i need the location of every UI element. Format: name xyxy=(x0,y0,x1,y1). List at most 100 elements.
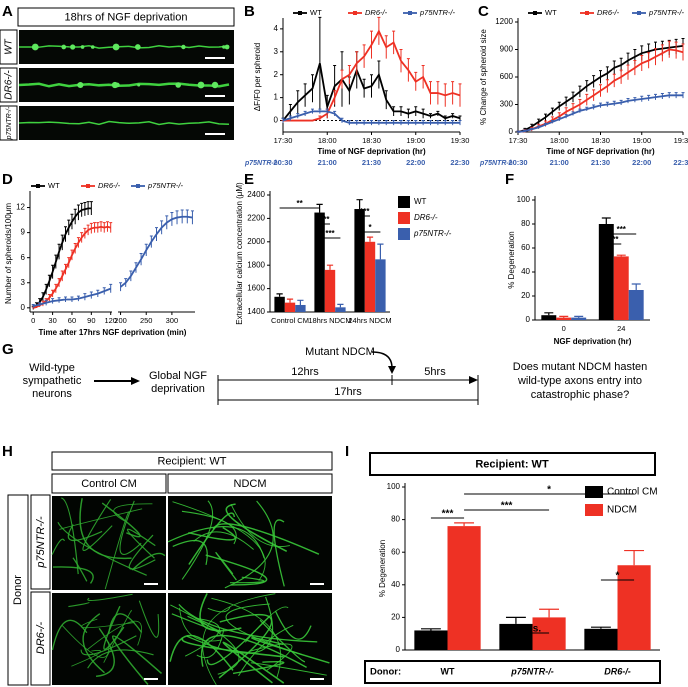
x-tick-label: 24hrs NDCM xyxy=(348,316,391,325)
error-bar xyxy=(165,215,169,230)
y-tick-label: 100 xyxy=(387,482,401,491)
axon xyxy=(224,500,274,589)
axon xyxy=(184,617,220,657)
error-bar xyxy=(443,83,447,107)
spheroid xyxy=(112,43,120,51)
error-bar xyxy=(571,91,575,103)
error-bar xyxy=(631,283,641,290)
error-bar xyxy=(654,93,657,100)
axon xyxy=(207,606,231,613)
error-bar xyxy=(599,70,602,84)
row-label-box xyxy=(0,29,18,65)
error-bar xyxy=(362,44,366,68)
y-axis-label: Number of spheroids/100μm xyxy=(4,203,13,304)
bar xyxy=(375,259,386,312)
error-bar xyxy=(451,113,455,119)
arrow-head xyxy=(131,377,140,385)
error-bar xyxy=(458,83,462,107)
error-bar xyxy=(76,237,80,248)
error-bar xyxy=(626,98,630,104)
error-bar xyxy=(406,108,410,119)
error-bar xyxy=(83,293,87,301)
spheroid xyxy=(197,81,205,89)
error-bar xyxy=(185,209,189,224)
error-bar xyxy=(105,221,109,232)
error-bar xyxy=(288,115,292,121)
error-bar xyxy=(109,222,113,233)
error-bar xyxy=(392,30,396,55)
error-bar xyxy=(599,102,602,108)
error-bar xyxy=(326,264,334,270)
x-tick-label: 90 xyxy=(87,316,95,325)
error-bar xyxy=(347,65,351,84)
error-bar xyxy=(356,199,363,210)
error-bar xyxy=(443,115,447,121)
spheroid xyxy=(31,43,39,51)
error-bar xyxy=(337,303,344,308)
error-bar xyxy=(537,125,541,129)
error-bar xyxy=(377,60,381,89)
error-bar xyxy=(366,236,374,242)
side-box xyxy=(7,494,29,686)
error-bar xyxy=(585,80,589,92)
y-tick-label: 1 xyxy=(274,93,279,102)
error-bar xyxy=(31,303,35,308)
error-bar xyxy=(38,302,42,307)
x2-tick-label: 20:30 xyxy=(273,158,292,167)
panel-a-title: 18hrs of NGF deprivation xyxy=(65,11,188,23)
x-tick-label: DR6-/- xyxy=(604,666,631,676)
x-tick-label: 0 xyxy=(562,324,566,333)
significance-label: *** xyxy=(360,207,370,216)
error-bar xyxy=(443,120,447,126)
error-bar xyxy=(296,113,300,119)
significance-label: ** xyxy=(296,199,303,208)
panel-letter: H xyxy=(2,443,13,460)
panel-g: Wild-type sympathetic neurons Global NGF… xyxy=(23,346,647,405)
axon xyxy=(61,497,79,575)
error-bar xyxy=(54,283,58,293)
y-tick-label: 3 xyxy=(274,47,279,56)
error-bar xyxy=(318,108,322,114)
bar xyxy=(556,317,572,320)
error-bar xyxy=(60,234,64,251)
axon xyxy=(181,500,214,580)
axon xyxy=(111,635,163,685)
error-bar xyxy=(44,283,48,295)
error-bar xyxy=(286,298,294,303)
axon xyxy=(230,503,290,548)
error-bar xyxy=(571,103,575,113)
error-bar xyxy=(544,113,547,121)
significance-label: *** xyxy=(609,235,619,244)
schematic-step: Global NGF xyxy=(149,370,207,382)
legend-marker xyxy=(637,11,641,15)
axon xyxy=(202,593,276,686)
legend-label: DR6-/- xyxy=(365,8,388,17)
error-bar xyxy=(539,608,560,618)
y-axis-label: % Degeneration xyxy=(507,231,516,288)
title-box xyxy=(369,452,656,476)
row-label: p75NTR-/- xyxy=(35,516,47,569)
significance-label: *** xyxy=(501,501,513,512)
error-bar xyxy=(96,222,100,233)
error-bar xyxy=(76,204,80,221)
error-bar xyxy=(660,44,664,62)
error-bar xyxy=(592,89,596,101)
interval-label: 17hrs xyxy=(334,386,362,398)
error-bar xyxy=(67,257,71,268)
panel-letter: B xyxy=(244,3,255,20)
y-tick-label: 300 xyxy=(500,100,514,109)
significance-label: *** xyxy=(320,215,330,224)
significance-label: *** xyxy=(617,225,627,234)
schematic-question: wild-type axons entry into xyxy=(517,375,642,387)
axon xyxy=(178,604,318,643)
error-bar xyxy=(96,289,100,297)
error-bar xyxy=(57,278,61,287)
y-tick-label: 4 xyxy=(274,24,279,33)
error-bar xyxy=(89,291,93,299)
row-label-box xyxy=(0,105,18,141)
y-tick-label: 0 xyxy=(396,645,401,654)
error-bar xyxy=(297,299,304,305)
schematic-start: sympathetic xyxy=(23,375,82,387)
bar xyxy=(532,617,566,650)
error-bar xyxy=(80,232,84,243)
